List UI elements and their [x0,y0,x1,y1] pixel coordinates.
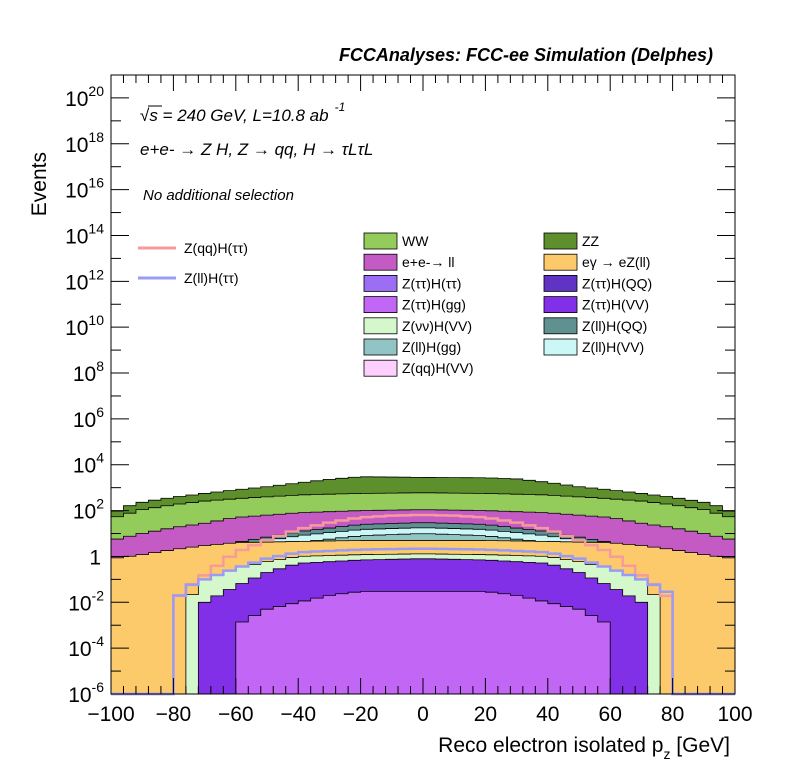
chart-title: FCCAnalyses: FCC-ee Simulation (Delphes) [339,45,713,65]
legend-bg-swatch [543,317,578,335]
y-axis-label: Events [28,152,51,216]
signal-sig_ll [111,547,735,696]
legend-backgrounds: WW ZZ e+e-→ ll eγ → eZ(ll) Z(ττ)H(ττ) Z(ττ)H(… [363,232,652,377]
x-tick-label: 100 [717,703,752,726]
x-tick-label: 60 [599,703,622,726]
legend-bg-swatch [543,274,578,292]
legend-bg-swatch [363,296,398,314]
y-tick-label: 1014 [65,220,104,248]
energy-lumi-label: √s = 240 GeV, L=10.8 ab -1 [140,100,345,125]
legend-bg-label: Z(ττ)H(gg) [402,297,466,313]
legend-bg-label: Z(ll)H(VV) [582,339,644,355]
x-tick-label: −40 [280,703,316,726]
y-tick-label: 10-4 [68,633,104,661]
x-tick-label: −80 [156,703,192,726]
y-tick-label: 108 [73,358,104,386]
legend-bg-swatch [543,338,578,356]
legend-bg-label: Z(ll)H(gg) [402,339,461,355]
legend-bg-label: Z(ττ)H(ττ) [402,275,461,291]
x-tick-label: −20 [343,703,379,726]
x-tick-labels: −100 −80 −60 −40 −20 0 20 40 60 80 100 [87,703,752,726]
stack-ztt_hgg [111,590,735,695]
x-tick-label: −60 [218,703,254,726]
y-tick-label: 10-2 [68,587,104,615]
y-tick-label: 1016 [65,175,104,203]
legend-bg-label: ZZ [582,233,600,249]
y-tick-label: 1 [89,546,101,569]
y-tick-label: 1018 [65,129,104,157]
legend-bg-swatch [543,296,578,314]
legend-bg-label: e+e-→ ll [402,254,455,270]
y-tick-label: 102 [73,496,104,524]
signal-layer [111,513,735,696]
ticks-layer [110,75,736,695]
legend-bg-swatch [543,253,578,271]
y-tick-label: 106 [73,404,104,432]
legend-bg-label: WW [402,233,429,249]
y-tick-label: 10-6 [68,679,104,707]
y-tick-label: 1010 [65,312,104,340]
process-label: e+e- → Z H, Z → qq, H → τLτL [140,140,373,159]
legend-bg-label: Z(ττ)H(QQ) [582,275,652,291]
legend-bg-swatch [543,232,578,250]
legend-bg-label: Z(νν)H(VV) [402,318,472,334]
legend-signals: Z(qq)H(ττ) Z(ll)H(ττ) [138,240,248,286]
legend-bg-swatch [363,338,398,356]
x-tick-label: 20 [474,703,497,726]
legend-bg-swatch [363,232,398,250]
y-tick-label: 104 [73,450,104,478]
y-tick-labels: 10-6 10-4 10-2 1 102 104 106 108 1010 1012 1014 101… [65,83,104,707]
legend-bg-swatch [363,317,398,335]
y-tick-label: 1012 [65,266,104,294]
legend-bg-swatch [363,274,398,292]
selection-label: No additional selection [143,187,294,204]
legend-bg-label: eγ → eZ(ll) [582,254,650,270]
legend-bg-label: Z(ττ)H(VV) [582,297,649,313]
legend-signal-label: Z(qq)H(ττ) [184,240,248,256]
legend-bg-label: Z(qq)H(VV) [402,360,474,376]
stack-layer [110,476,736,695]
legend-bg-swatch [363,253,398,271]
y-tick-label: 1020 [65,83,104,111]
signal-sig_qq [111,513,735,696]
x-tick-label: 0 [417,703,429,726]
legend-signal-label: Z(ll)H(ττ) [184,270,239,286]
x-tick-label: 40 [536,703,559,726]
x-tick-label: 80 [661,703,684,726]
x-axis-label: Reco electron isolated pz [GeV] [438,734,730,762]
x-tick-label: −100 [87,703,134,726]
legend-bg-swatch [363,359,398,377]
legend-bg-label: Z(ll)H(QQ) [582,318,647,334]
